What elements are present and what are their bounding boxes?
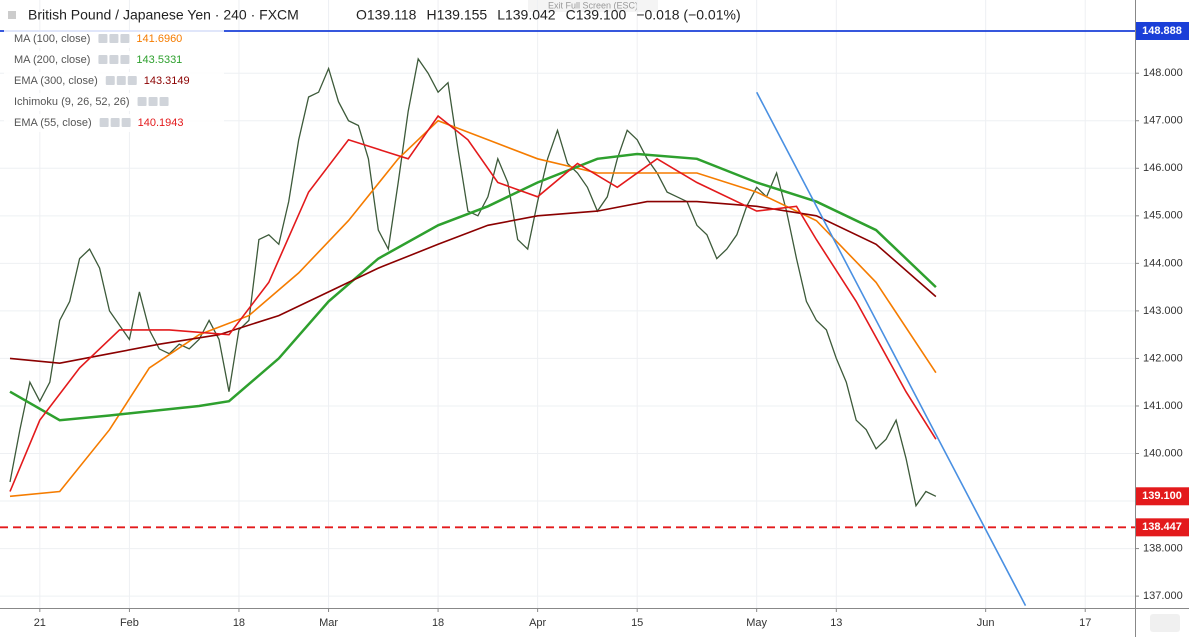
- x-tick-label: 17: [1079, 617, 1091, 629]
- indicator-button: [137, 97, 147, 106]
- x-tick-label: 21: [34, 617, 46, 629]
- x-tick-label: 18: [233, 617, 245, 629]
- indicator-button: [98, 34, 108, 43]
- x-tick-label: 18: [432, 617, 444, 629]
- y-tick-label: 148.000: [1143, 67, 1183, 79]
- exit-fullscreen[interactable]: Exit Full Screen (ESC): [548, 0, 638, 10]
- y-tick-label: 146.000: [1143, 162, 1183, 174]
- indicator-button: [116, 76, 126, 85]
- header-icon: [8, 11, 16, 19]
- indicator-button: [159, 97, 169, 106]
- x-tick-label: 13: [830, 617, 842, 629]
- x-tick-label: May: [746, 617, 767, 629]
- y-tick-label: 141.000: [1143, 400, 1183, 412]
- level-label: 148.888: [1142, 25, 1182, 37]
- x-tick-label: Jun: [977, 617, 995, 629]
- indicator-button: [120, 34, 130, 43]
- y-tick-label: 137.000: [1143, 590, 1183, 602]
- settings-button[interactable]: [1150, 614, 1180, 632]
- indicator-value: 143.5331: [136, 54, 182, 66]
- ohlc-value: H139.155: [426, 7, 487, 23]
- last-price-label: 139.100: [1142, 490, 1182, 502]
- indicator-name: MA (200, close): [14, 54, 90, 66]
- y-tick-label: 145.000: [1143, 210, 1183, 222]
- x-tick-label: Mar: [319, 617, 338, 629]
- ohlc-value: C139.100: [566, 7, 627, 23]
- y-tick-label: 140.000: [1143, 447, 1183, 459]
- series-line: [9, 114, 937, 492]
- y-tick-label: 138.000: [1143, 542, 1183, 554]
- y-tick-label: 144.000: [1143, 257, 1183, 269]
- indicator-name: Ichimoku (9, 26, 52, 26): [14, 96, 130, 108]
- indicator-button: [120, 55, 130, 64]
- indicator-value: 143.3149: [144, 75, 190, 87]
- symbol-title: British Pound / Japanese Yen · 240 · FXC…: [28, 7, 299, 23]
- ohlc-value: O139.118: [356, 7, 417, 23]
- level-tag: [1136, 518, 1189, 537]
- indicator-button: [109, 34, 119, 43]
- ohlc-value: L139.042: [497, 7, 556, 23]
- x-tick-label: Feb: [120, 617, 139, 629]
- indicator-button: [109, 55, 119, 64]
- indicator-button: [127, 76, 137, 85]
- indicator-name: EMA (55, close): [14, 117, 92, 129]
- indicator-value: 141.6960: [136, 33, 182, 45]
- level-tag: [1136, 21, 1189, 40]
- series-line: [9, 200, 937, 365]
- indicator-value: 140.1943: [138, 117, 184, 129]
- indicator-button: [105, 76, 115, 85]
- indicator-button: [121, 118, 131, 127]
- level-label: 138.447: [1142, 521, 1182, 533]
- x-tick-label: Apr: [529, 617, 546, 629]
- series-line: [9, 57, 937, 508]
- indicator-name: MA (100, close): [14, 33, 90, 45]
- y-tick-label: 143.000: [1143, 305, 1183, 317]
- x-tick-label: 15: [631, 617, 643, 629]
- banner-bg: [528, 0, 658, 12]
- legend-bg: [4, 93, 224, 111]
- indicator-button: [148, 97, 158, 106]
- series-line: [9, 119, 937, 498]
- indicator-button: [98, 55, 108, 64]
- y-tick-label: 142.000: [1143, 352, 1183, 364]
- indicator-button: [99, 118, 109, 127]
- last-price-tag: [1136, 487, 1189, 506]
- indicator-button: [110, 118, 120, 127]
- series-line: [9, 152, 937, 422]
- y-tick-label: 147.000: [1143, 115, 1183, 127]
- ohlc-value: −0.018 (−0.01%): [636, 7, 740, 23]
- indicator-name: EMA (300, close): [14, 75, 98, 87]
- trend-line: [755, 91, 1027, 606]
